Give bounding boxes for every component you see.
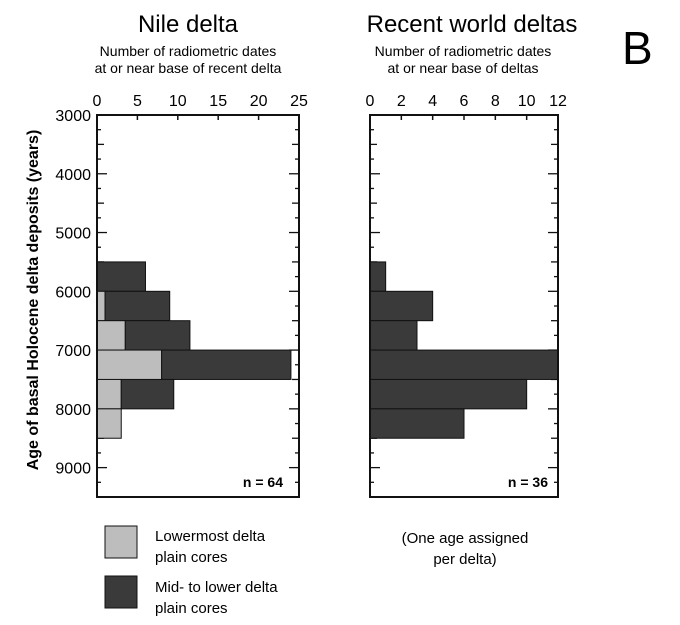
y-tick-label: 9000 xyxy=(55,461,91,478)
bar-6000-series-0 xyxy=(96,290,106,322)
y-tick-label: 7000 xyxy=(55,343,91,360)
legend-swatch-midlower xyxy=(104,575,138,609)
x-tick-label: 8 xyxy=(491,93,500,110)
x-tick-label: 12 xyxy=(549,93,567,110)
x-tick-label: 0 xyxy=(366,93,375,110)
note-line2: per delta) xyxy=(433,551,496,568)
bars xyxy=(369,261,559,439)
legend-label-midlower-line1: Mid- to lower delta xyxy=(155,579,278,596)
n-annotation: n = 36 xyxy=(508,474,548,490)
chart-title: Recent world deltas xyxy=(367,11,578,38)
x-tick-label: 0 xyxy=(93,93,102,110)
bar-7000-series-0 xyxy=(369,349,559,380)
bar-5500-series-0 xyxy=(369,261,387,292)
bar-7000-series-0 xyxy=(96,349,163,380)
chart-recent-world-deltas: Recent world deltas Number of radiometri… xyxy=(366,11,578,568)
bar-6500-series-1 xyxy=(124,320,191,351)
y-tick-label: 8000 xyxy=(55,402,91,419)
plot-frame xyxy=(369,114,559,498)
x-axis-label-line1: Number of radiometric dates xyxy=(375,43,552,59)
legend-label-lowermost-line2: plain cores xyxy=(155,549,228,566)
bar-7000-series-1 xyxy=(161,349,292,380)
x-tick-label: 10 xyxy=(518,93,536,110)
y-tick-labels: 3000 4000 5000 6000 7000 8000 9000 xyxy=(55,108,91,478)
x-tick-labels: 0 2 4 6 8 10 12 xyxy=(366,93,567,110)
x-tick-label: 20 xyxy=(250,93,268,110)
bar-8000-series-0 xyxy=(96,408,122,439)
bar-5500-series-1 xyxy=(96,261,146,292)
bar-6000-series-1 xyxy=(104,290,171,322)
bar-7500-series-0 xyxy=(369,378,528,410)
x-axis-label-line2: at or near base of recent delta xyxy=(95,60,282,76)
chart-title: Nile delta xyxy=(138,11,239,38)
y-tick-label: 6000 xyxy=(55,284,91,301)
x-tick-label: 4 xyxy=(428,93,437,110)
chart-nile-delta: Nile delta Number of radiometric dates a… xyxy=(55,11,308,498)
bar-6500-series-0 xyxy=(369,320,418,351)
legend-label-midlower-line2: plain cores xyxy=(155,600,228,617)
x-tick-label: 25 xyxy=(290,93,308,110)
y-axis-label: Age of basal Holocene delta deposits (ye… xyxy=(25,130,42,471)
x-tick-label: 6 xyxy=(460,93,469,110)
bar-8000-series-0 xyxy=(369,408,465,439)
bar-6500-series-0 xyxy=(96,320,126,351)
y-tick-label: 3000 xyxy=(55,108,91,125)
bar-7500-series-1 xyxy=(120,378,175,410)
bars xyxy=(96,261,292,439)
y-tick-label: 4000 xyxy=(55,167,91,184)
x-tick-label: 5 xyxy=(133,93,142,110)
x-tick-label: 10 xyxy=(169,93,187,110)
legend: Lowermost delta plain cores Mid- to lowe… xyxy=(104,525,278,617)
x-axis-label-line1: Number of radiometric dates xyxy=(100,43,277,59)
y-tick-label: 5000 xyxy=(55,226,91,243)
x-axis-label-line2: at or near base of deltas xyxy=(388,60,539,76)
x-tick-label: 2 xyxy=(397,93,406,110)
plot-frame xyxy=(96,114,300,498)
x-tick-labels: 0 5 10 15 20 25 xyxy=(93,93,308,110)
legend-label-lowermost-line1: Lowermost delta xyxy=(155,528,266,545)
panel-label: B xyxy=(622,22,653,74)
bar-6000-series-0 xyxy=(369,290,434,322)
bar-7500-series-0 xyxy=(96,378,122,410)
x-tick-label: 15 xyxy=(209,93,227,110)
legend-swatch-lowermost xyxy=(104,525,138,559)
note-line1: (One age assigned xyxy=(402,530,529,547)
n-annotation: n = 64 xyxy=(243,474,283,490)
